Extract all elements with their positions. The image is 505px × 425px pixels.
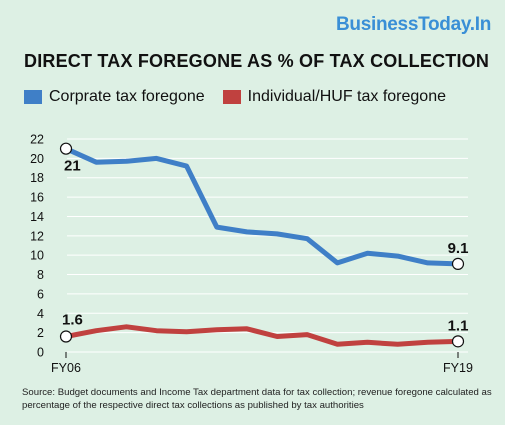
legend-swatch-corporate bbox=[24, 90, 42, 104]
chart-legend: Corprate tax foregone Individual/HUF tax… bbox=[24, 86, 464, 108]
legend-swatch-individual bbox=[222, 90, 241, 104]
legend-label-individual: Individual/HUF tax foregone bbox=[247, 88, 446, 105]
y-tick-label: 16 bbox=[30, 191, 44, 205]
brand-logo: BusinessToday.In bbox=[336, 14, 491, 36]
x-tick-label: FY19 bbox=[443, 361, 473, 375]
y-tick-label: 22 bbox=[30, 133, 44, 147]
data-label: 1.6 bbox=[62, 312, 83, 329]
y-tick-label: 20 bbox=[30, 152, 44, 166]
data-point-marker bbox=[451, 335, 465, 348]
y-tick-label: 18 bbox=[30, 171, 44, 185]
source-note: Source: Budget documents and Income Tax … bbox=[22, 387, 492, 411]
data-label: 9.1 bbox=[448, 240, 469, 257]
data-label: 21 bbox=[64, 158, 81, 175]
y-tick-label: 14 bbox=[30, 210, 44, 224]
y-tick-label: 8 bbox=[37, 268, 44, 282]
series-line-corporate bbox=[63, 146, 461, 267]
data-point-marker bbox=[59, 330, 73, 343]
chart-title: DIRECT TAX FOREGONE AS % OF TAX COLLECTI… bbox=[24, 51, 490, 71]
y-tick-label: 4 bbox=[37, 307, 44, 321]
y-tick-label: 10 bbox=[30, 249, 44, 263]
data-label: 1.1 bbox=[448, 317, 469, 334]
line-chart: 0 2 4 6 8 10 12 14 16 18 20 22 FY06 FY19 21 9.1 1.6 1.1 bbox=[30, 133, 473, 376]
brand-suffix: .In bbox=[469, 14, 492, 35]
legend-label-corporate: Corprate tax foregone bbox=[49, 88, 205, 105]
data-point-marker bbox=[451, 257, 465, 270]
data-point-marker bbox=[59, 142, 73, 155]
y-tick-label: 0 bbox=[37, 346, 44, 360]
y-tick-label: 6 bbox=[37, 287, 44, 301]
brand-name: BusinessToday bbox=[336, 14, 470, 35]
x-tick-label: FY06 bbox=[51, 361, 81, 375]
y-tick-label: 12 bbox=[30, 229, 44, 243]
y-tick-label: 2 bbox=[37, 326, 44, 340]
legend-item-corporate: Corprate tax foregone bbox=[24, 88, 205, 106]
series-line-individual bbox=[63, 324, 461, 347]
legend-item-individual: Individual/HUF tax foregone bbox=[222, 88, 446, 106]
